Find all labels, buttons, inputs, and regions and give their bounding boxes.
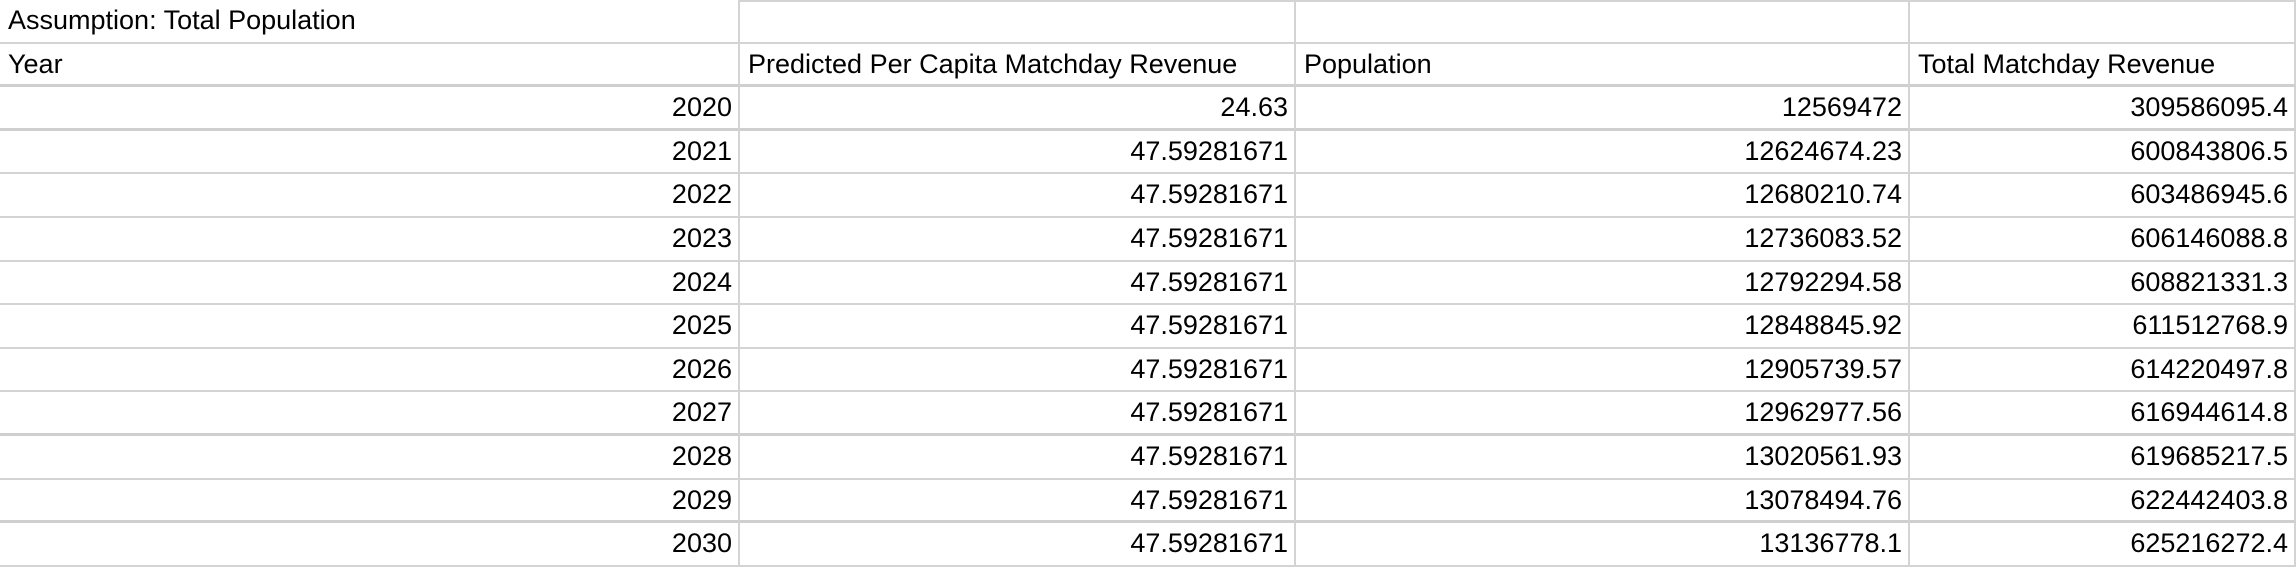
population-cell[interactable]: 12624674.23	[1296, 130, 1910, 175]
empty-cell[interactable]	[1910, 0, 2296, 44]
table-row: 2027 47.59281671 12962977.56 616944614.8	[0, 392, 2296, 436]
total-revenue-cell[interactable]: 614220497.8	[1910, 348, 2296, 393]
year-cell[interactable]: 2020	[0, 87, 740, 131]
population-cell[interactable]: 13136778.1	[1296, 523, 1910, 567]
table-row: 2020 24.63 12569472 309586095.4	[0, 87, 2296, 131]
table-row: 2026 47.59281671 12905739.57 614220497.8	[0, 348, 2296, 393]
table-row: 2025 47.59281671 12848845.92 611512768.9	[0, 305, 2296, 349]
year-cell[interactable]: 2026	[0, 348, 740, 393]
assumption-label-cell[interactable]: Assumption: Total Population	[0, 0, 740, 44]
year-cell[interactable]: 2027	[0, 392, 740, 436]
total-revenue-cell[interactable]: 600843806.5	[1910, 130, 2296, 175]
year-cell[interactable]: 2021	[0, 130, 740, 175]
total-revenue-cell[interactable]: 611512768.9	[1910, 305, 2296, 349]
table-row: 2028 47.59281671 13020561.93 619685217.5	[0, 436, 2296, 480]
total-revenue-cell[interactable]: 309586095.4	[1910, 87, 2296, 131]
population-cell[interactable]: 12905739.57	[1296, 348, 1910, 393]
year-cell[interactable]: 2023	[0, 218, 740, 262]
per-capita-revenue-cell[interactable]: 47.59281671	[740, 523, 1296, 567]
total-revenue-cell[interactable]: 625216272.4	[1910, 523, 2296, 567]
population-cell[interactable]: 13020561.93	[1296, 436, 1910, 480]
total-revenue-cell[interactable]: 622442403.8	[1910, 479, 2296, 524]
population-cell[interactable]: 12962977.56	[1296, 392, 1910, 436]
empty-cell[interactable]	[1296, 0, 1910, 44]
population-cell[interactable]: 13078494.76	[1296, 479, 1910, 524]
per-capita-revenue-cell[interactable]: 47.59281671	[740, 305, 1296, 349]
per-capita-revenue-cell[interactable]: 47.59281671	[740, 348, 1296, 393]
per-capita-revenue-cell[interactable]: 24.63	[740, 87, 1296, 131]
population-cell[interactable]: 12848845.92	[1296, 305, 1910, 349]
per-capita-revenue-cell[interactable]: 47.59281671	[740, 261, 1296, 306]
total-revenue-cell[interactable]: 603486945.6	[1910, 174, 2296, 218]
population-cell[interactable]: 12792294.58	[1296, 261, 1910, 306]
year-cell[interactable]: 2030	[0, 523, 740, 567]
total-revenue-cell[interactable]: 606146088.8	[1910, 218, 2296, 262]
year-cell[interactable]: 2024	[0, 261, 740, 306]
table-row: 2030 47.59281671 13136778.1 625216272.4	[0, 523, 2296, 567]
header-population-cell[interactable]: Population	[1296, 43, 1910, 88]
header-row: Year Predicted Per Capita Matchday Reven…	[0, 43, 2296, 88]
table-row: 2024 47.59281671 12792294.58 608821331.3	[0, 261, 2296, 306]
year-cell[interactable]: 2028	[0, 436, 740, 480]
year-cell[interactable]: 2025	[0, 305, 740, 349]
total-revenue-cell[interactable]: 608821331.3	[1910, 261, 2296, 306]
per-capita-revenue-cell[interactable]: 47.59281671	[740, 392, 1296, 436]
year-cell[interactable]: 2022	[0, 174, 740, 218]
header-year-cell[interactable]: Year	[0, 43, 740, 88]
total-revenue-cell[interactable]: 616944614.8	[1910, 392, 2296, 436]
assumption-row: Assumption: Total Population	[0, 0, 2296, 44]
year-cell[interactable]: 2029	[0, 479, 740, 524]
population-cell[interactable]: 12680210.74	[1296, 174, 1910, 218]
table-row: 2022 47.59281671 12680210.74 603486945.6	[0, 174, 2296, 218]
per-capita-revenue-cell[interactable]: 47.59281671	[740, 436, 1296, 480]
table-row: 2021 47.59281671 12624674.23 600843806.5	[0, 130, 2296, 175]
table-row: 2029 47.59281671 13078494.76 622442403.8	[0, 479, 2296, 524]
per-capita-revenue-cell[interactable]: 47.59281671	[740, 174, 1296, 218]
population-cell[interactable]: 12736083.52	[1296, 218, 1910, 262]
empty-cell[interactable]	[740, 0, 1296, 44]
per-capita-revenue-cell[interactable]: 47.59281671	[740, 218, 1296, 262]
header-total-revenue-cell[interactable]: Total Matchday Revenue	[1910, 43, 2296, 88]
total-revenue-cell[interactable]: 619685217.5	[1910, 436, 2296, 480]
population-cell[interactable]: 12569472	[1296, 87, 1910, 131]
per-capita-revenue-cell[interactable]: 47.59281671	[740, 479, 1296, 524]
per-capita-revenue-cell[interactable]: 47.59281671	[740, 130, 1296, 175]
header-per-capita-revenue-cell[interactable]: Predicted Per Capita Matchday Revenue	[740, 43, 1296, 88]
table-row: 2023 47.59281671 12736083.52 606146088.8	[0, 218, 2296, 262]
